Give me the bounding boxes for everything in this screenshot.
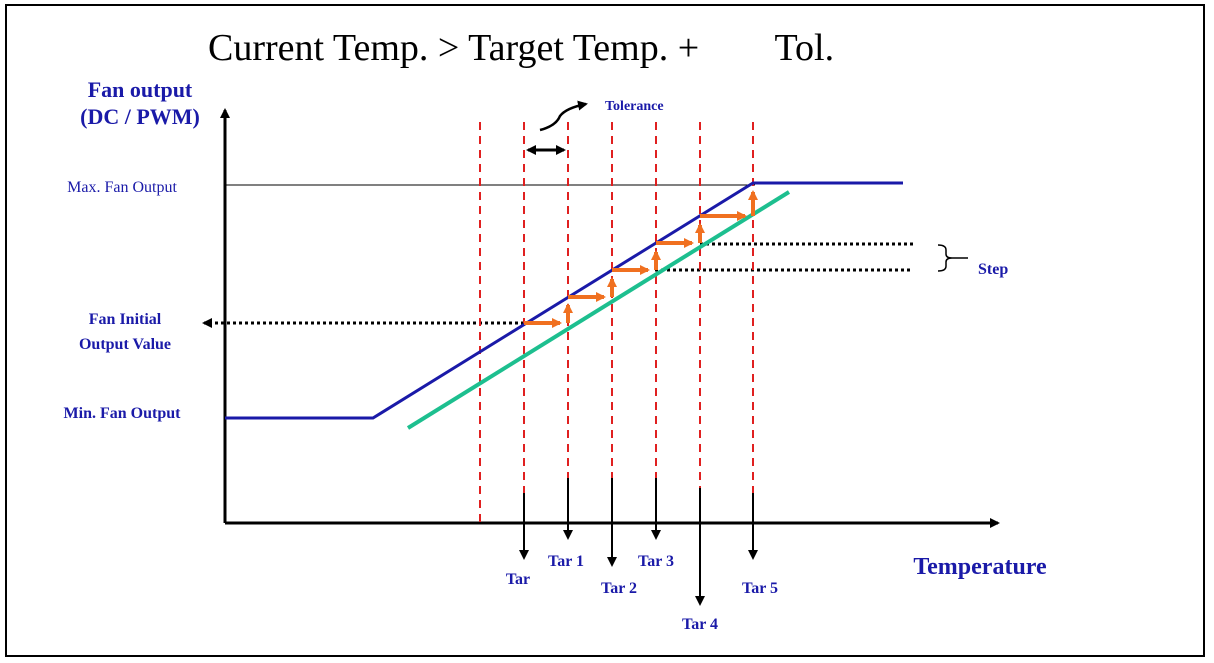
fan-initial-output-label: Fan Initial: [89, 311, 162, 328]
min-fan-output-label: Min. Fan Output: [64, 405, 182, 422]
fan-output-curve: [225, 181, 903, 420]
y-axis-label-unit: (DC / PWM): [80, 104, 200, 129]
target-label-tar-2: Tar 2: [601, 580, 637, 597]
fan-initial-output-label-line2: Output Value: [79, 336, 171, 353]
target-label-tar-4: Tar 4: [682, 616, 718, 633]
target-label-tar-5: Tar 5: [742, 580, 778, 597]
target-label-tar-3: Tar 3: [638, 553, 674, 570]
target-label-tar: Tar: [506, 571, 530, 588]
target-label-tar-1: Tar 1: [548, 553, 584, 570]
y-axis-label: Fan output: [88, 77, 193, 102]
title: Current Temp. > Target Temp. + Tol.: [208, 27, 834, 69]
threshold-lines: [479, 122, 754, 523]
x-axis-label: Temperature: [913, 554, 1047, 580]
step-brace: [937, 244, 953, 272]
output-staircase: [524, 190, 758, 328]
step-label: Step: [978, 261, 1008, 278]
max-fan-output-label: Max. Fan Output: [67, 179, 177, 196]
tolerance-pointer-arrow: [539, 100, 588, 132]
tolerance-label: Tolerance: [605, 99, 664, 114]
target-temperature-curve: [406, 190, 791, 430]
diagram-frame: [5, 4, 1205, 657]
target-markers: [519, 478, 758, 606]
